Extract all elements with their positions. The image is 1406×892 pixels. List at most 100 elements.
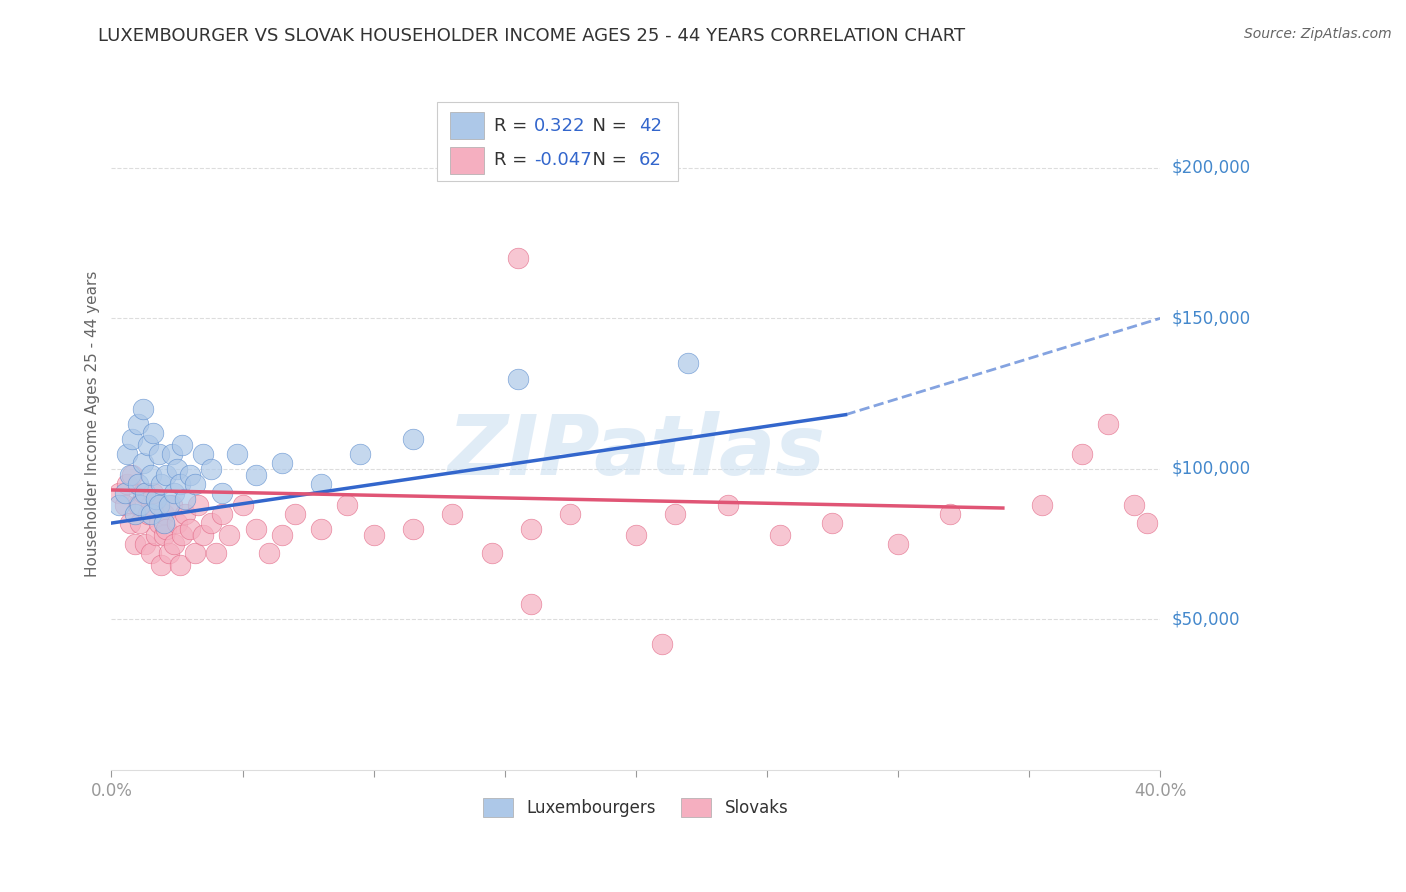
Text: 0.322: 0.322 — [534, 117, 585, 135]
Text: LUXEMBOURGER VS SLOVAK HOUSEHOLDER INCOME AGES 25 - 44 YEARS CORRELATION CHART: LUXEMBOURGER VS SLOVAK HOUSEHOLDER INCOM… — [98, 27, 966, 45]
Point — [211, 507, 233, 521]
Point — [769, 528, 792, 542]
Point — [139, 498, 162, 512]
Point — [115, 447, 138, 461]
Point — [134, 537, 156, 551]
Point — [218, 528, 240, 542]
Point — [506, 371, 529, 385]
Point — [651, 636, 673, 650]
Point — [129, 498, 152, 512]
Text: N =: N = — [581, 152, 633, 169]
Point — [664, 507, 686, 521]
Point — [939, 507, 962, 521]
Point — [118, 516, 141, 530]
Point — [1136, 516, 1159, 530]
Text: ZIPatlas: ZIPatlas — [447, 411, 825, 491]
Point — [179, 522, 201, 536]
Point — [402, 522, 425, 536]
Point — [231, 498, 253, 512]
Point — [127, 498, 149, 512]
Point — [121, 467, 143, 482]
Y-axis label: Householder Income Ages 25 - 44 years: Householder Income Ages 25 - 44 years — [86, 270, 100, 577]
Point — [114, 498, 136, 512]
Point — [402, 432, 425, 446]
Point — [1070, 447, 1092, 461]
Text: $150,000: $150,000 — [1171, 310, 1250, 327]
Point — [172, 528, 194, 542]
Point — [173, 507, 195, 521]
Point — [184, 477, 207, 491]
Point — [134, 486, 156, 500]
Point — [118, 467, 141, 482]
Text: 62: 62 — [638, 152, 662, 169]
Point — [160, 498, 183, 512]
Point — [160, 447, 183, 461]
Point — [163, 486, 186, 500]
Text: $50,000: $50,000 — [1171, 610, 1240, 629]
Point — [716, 498, 738, 512]
Point — [148, 447, 170, 461]
Point — [270, 456, 292, 470]
Point — [157, 546, 180, 560]
Point — [132, 486, 155, 500]
Point — [441, 507, 464, 521]
Point — [184, 546, 207, 560]
Point — [157, 498, 180, 512]
Point — [166, 462, 188, 476]
Point — [173, 491, 195, 506]
Point — [270, 528, 292, 542]
Point — [114, 486, 136, 500]
Point — [1123, 498, 1146, 512]
Point — [153, 516, 176, 530]
Legend: Luxembourgers, Slovaks: Luxembourgers, Slovaks — [477, 791, 794, 824]
Point — [145, 528, 167, 542]
Point — [166, 516, 188, 530]
Point — [127, 477, 149, 491]
Point — [187, 498, 209, 512]
Point — [142, 425, 165, 440]
Point — [136, 438, 159, 452]
Point — [821, 516, 844, 530]
Point — [336, 498, 359, 512]
Point — [211, 486, 233, 500]
Point — [150, 558, 173, 573]
Point — [560, 507, 582, 521]
Point — [309, 522, 332, 536]
Point — [520, 598, 543, 612]
Point — [139, 467, 162, 482]
Point — [172, 438, 194, 452]
Point — [136, 507, 159, 521]
Point — [226, 447, 249, 461]
Point — [132, 456, 155, 470]
Point — [155, 467, 177, 482]
Point — [153, 528, 176, 542]
Point — [115, 477, 138, 491]
Point — [142, 486, 165, 500]
Point — [245, 467, 267, 482]
Point — [163, 537, 186, 551]
Text: -0.047: -0.047 — [534, 152, 592, 169]
Point — [145, 491, 167, 506]
Point — [139, 546, 162, 560]
Text: Source: ZipAtlas.com: Source: ZipAtlas.com — [1244, 27, 1392, 41]
Point — [1031, 498, 1053, 512]
Point — [520, 522, 543, 536]
Point — [193, 447, 215, 461]
Point — [155, 522, 177, 536]
Text: R =: R = — [494, 117, 533, 135]
Point — [139, 507, 162, 521]
Point — [887, 537, 910, 551]
Point — [153, 507, 176, 521]
Point — [200, 462, 222, 476]
Text: 42: 42 — [638, 117, 662, 135]
Point — [121, 432, 143, 446]
Text: N =: N = — [581, 117, 633, 135]
Point — [193, 528, 215, 542]
Point — [506, 251, 529, 265]
Point — [481, 546, 503, 560]
Text: $200,000: $200,000 — [1171, 159, 1250, 177]
Point — [124, 507, 146, 521]
FancyBboxPatch shape — [436, 102, 678, 181]
Point — [349, 447, 371, 461]
Point — [108, 498, 131, 512]
